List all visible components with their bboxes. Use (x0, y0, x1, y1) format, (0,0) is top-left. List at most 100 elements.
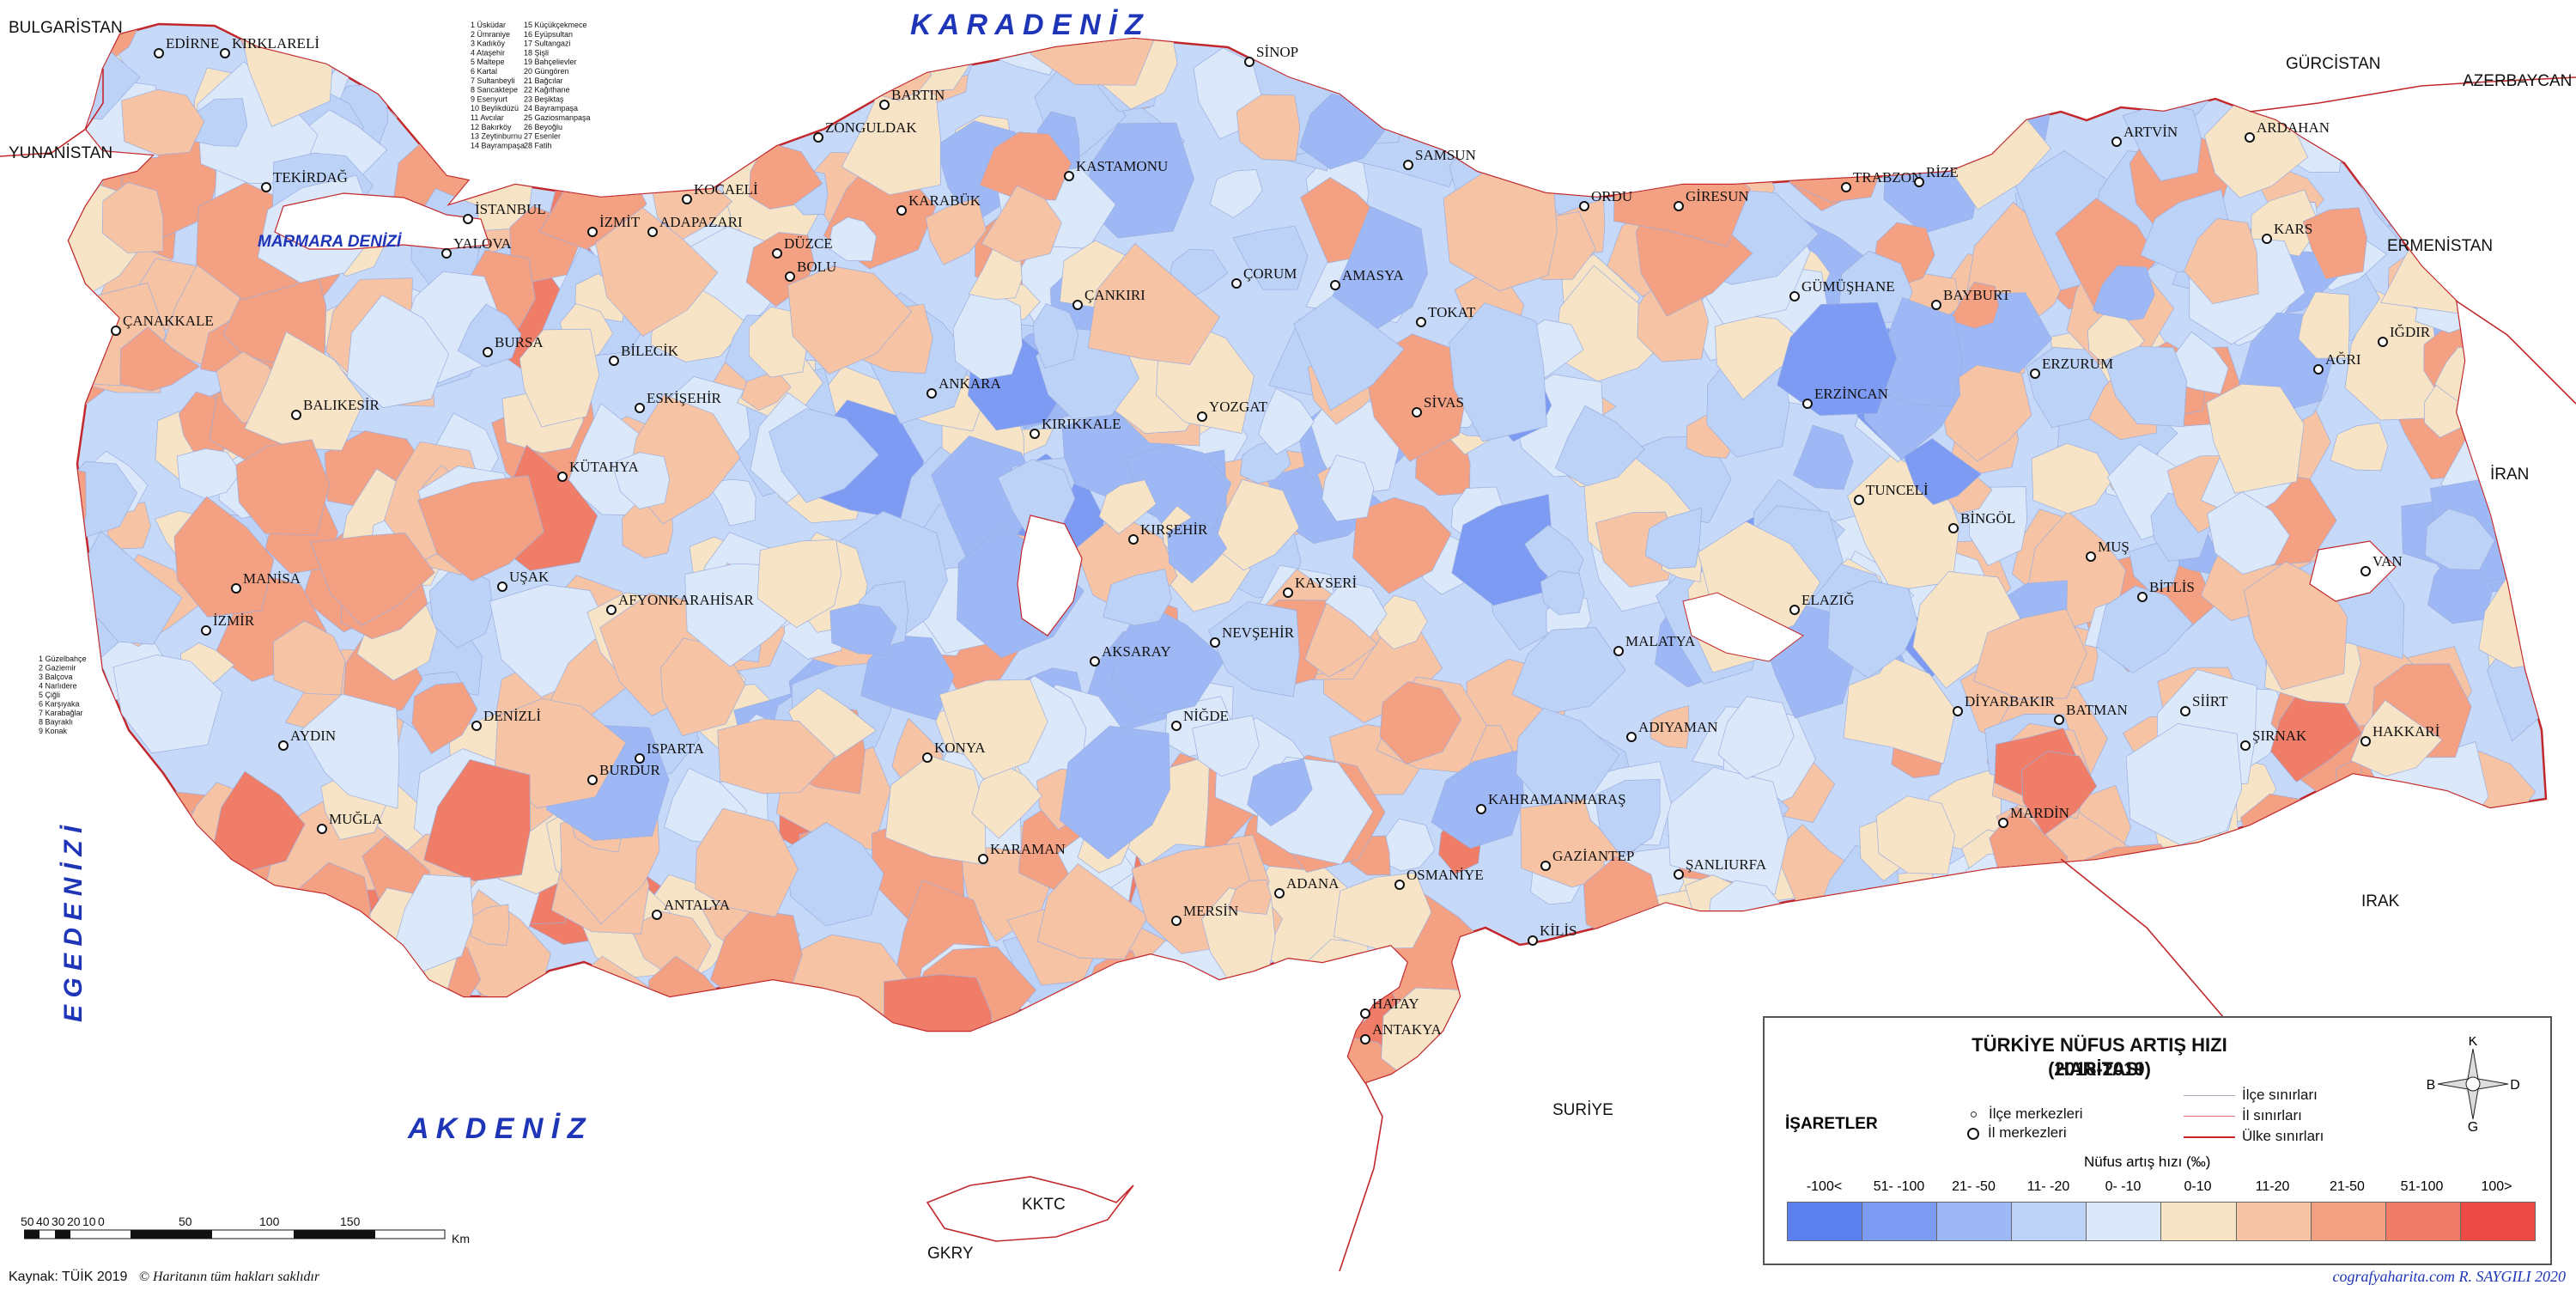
legend-class-swatch (2311, 1203, 2386, 1240)
province-label: AYDIN (290, 728, 336, 744)
province-center-marker (111, 326, 121, 336)
district-region (1555, 405, 1645, 487)
province-center-marker (278, 740, 289, 751)
lake-van (2309, 540, 2397, 602)
province-label: AKSARAY (1102, 643, 1171, 660)
legend-class-label: 21- -50 (1952, 1179, 1996, 1194)
district-region (2206, 383, 2305, 494)
province-center-marker (1579, 201, 1589, 211)
province-center-marker (1948, 523, 1959, 533)
province-label: KONYA (934, 740, 986, 756)
district-region (2330, 422, 2389, 472)
legend-province-centers: İl merkezleri (1967, 1124, 2067, 1142)
district-list-item: 8 Sancaktepe (471, 86, 518, 94)
province-center-marker (1360, 1008, 1370, 1019)
district-region (235, 439, 331, 536)
province-center-marker (483, 347, 493, 357)
province-center-marker (587, 227, 598, 237)
legend-class-swatch (1937, 1203, 2013, 1240)
district-region (423, 759, 531, 881)
province-label: ANTALYA (664, 897, 731, 913)
legend-class-label: 11-20 (2255, 1179, 2290, 1194)
province-center-marker (1476, 804, 1486, 814)
province-center-marker (1789, 605, 1800, 615)
district-list-item: 11 Avcılar (471, 113, 504, 122)
district-centers-label: İlçe merkezleri (1989, 1105, 2083, 1122)
district-list-item: 28 Fatih (524, 141, 552, 149)
district-list-item: 23 Beşiktaş (524, 94, 564, 103)
province-label: RİZE (1926, 164, 1959, 180)
province-center-marker (1128, 534, 1139, 545)
province-center-marker (2360, 566, 2371, 576)
district-region (2096, 585, 2194, 673)
province-center-marker (1953, 706, 1963, 716)
district-list-item: 20 Güngören (524, 67, 569, 76)
province-center-marker (2030, 368, 2040, 379)
province-center-marker (2054, 715, 2064, 725)
province-center-marker (635, 403, 645, 413)
province-center-marker (1412, 407, 1422, 417)
province-center-marker (1403, 160, 1413, 170)
district-region (2021, 751, 2098, 836)
province-label: AFYONKARAHİSAR (618, 592, 754, 608)
province-center-marker (1802, 399, 1813, 409)
province-center-marker (1674, 869, 1684, 880)
district-list-item: 15 Küçükçekmece (524, 21, 587, 29)
district-region (1431, 749, 1524, 849)
province-label: ÇANKIRI (1084, 287, 1145, 303)
province-center-marker (606, 605, 617, 615)
district-region (1321, 454, 1375, 522)
district-border-symbol (2184, 1095, 2235, 1097)
province-label: TUNCELİ (1866, 482, 1929, 498)
district-region (1247, 758, 1313, 826)
district-list-item: 12 Bakırköy (471, 123, 512, 131)
district-list-item: 1 Güzelbahçe (39, 655, 87, 663)
province-label: TOKAT (1428, 304, 1476, 320)
district-region (1644, 507, 1702, 569)
province-center-marker (497, 582, 507, 592)
district-region (1098, 479, 1157, 534)
province-label: BİLECİK (621, 343, 679, 359)
country-borders-label: Ülke sınırları (2242, 1128, 2324, 1144)
district-region (1304, 602, 1378, 678)
province-label: KARABÜK (908, 192, 981, 209)
province-center-marker (587, 775, 598, 785)
compass-north: K (2469, 1037, 2478, 1049)
district-region (1293, 295, 1405, 411)
province-label: BURDUR (599, 762, 661, 778)
georgia-label: GÜRCİSTAN (2286, 55, 2380, 73)
district-region (411, 682, 478, 754)
legend-class-label: 51-100 (2400, 1179, 2444, 1194)
province-label: ANKARA (939, 375, 1001, 392)
province-center-marker (2360, 736, 2371, 746)
legend-panel: TÜRKİYE NÜFUS ARTIŞ HIZI HARİTASI (2018-… (1763, 1016, 2552, 1265)
province-center-marker (1171, 916, 1182, 926)
legend-class-swatch (1862, 1203, 1938, 1240)
district-region (925, 197, 987, 265)
province-label: EDİRNE (166, 35, 219, 52)
province-center-marker (1283, 588, 1293, 598)
province-label: GÜMÜŞHANE (1801, 278, 1895, 295)
district-region (611, 452, 670, 509)
province-centers-label: İl merkezleri (1988, 1124, 2067, 1141)
district-list-item: 2 Gaziemir (39, 664, 76, 673)
marmara-sea-shape (274, 192, 490, 250)
compass-rose-icon: K G D B (2427, 1037, 2520, 1131)
legend-rate-title: Nüfus artış hızı (‰) (2084, 1154, 2211, 1170)
district-region (213, 770, 306, 873)
province-center-marker (813, 132, 823, 143)
district-list-item: 9 Konak (39, 727, 68, 735)
aegean-label: E G E D E N İ Z İ (59, 825, 88, 1022)
district-list-item: 22 Kağıthane (524, 86, 570, 94)
province-center-marker (317, 824, 327, 834)
province-center-marker (1528, 935, 1538, 946)
district-region (2424, 508, 2495, 570)
district-region (1036, 863, 1149, 959)
district-region (2122, 102, 2202, 181)
legend-class-label: -100< (1806, 1179, 1843, 1194)
province-label: NEVŞEHİR (1222, 624, 1295, 641)
province-center-marker (1360, 1034, 1370, 1044)
province-label: IĞDIR (2390, 324, 2431, 340)
province-borders-label: İl sınırları (2242, 1107, 2302, 1124)
